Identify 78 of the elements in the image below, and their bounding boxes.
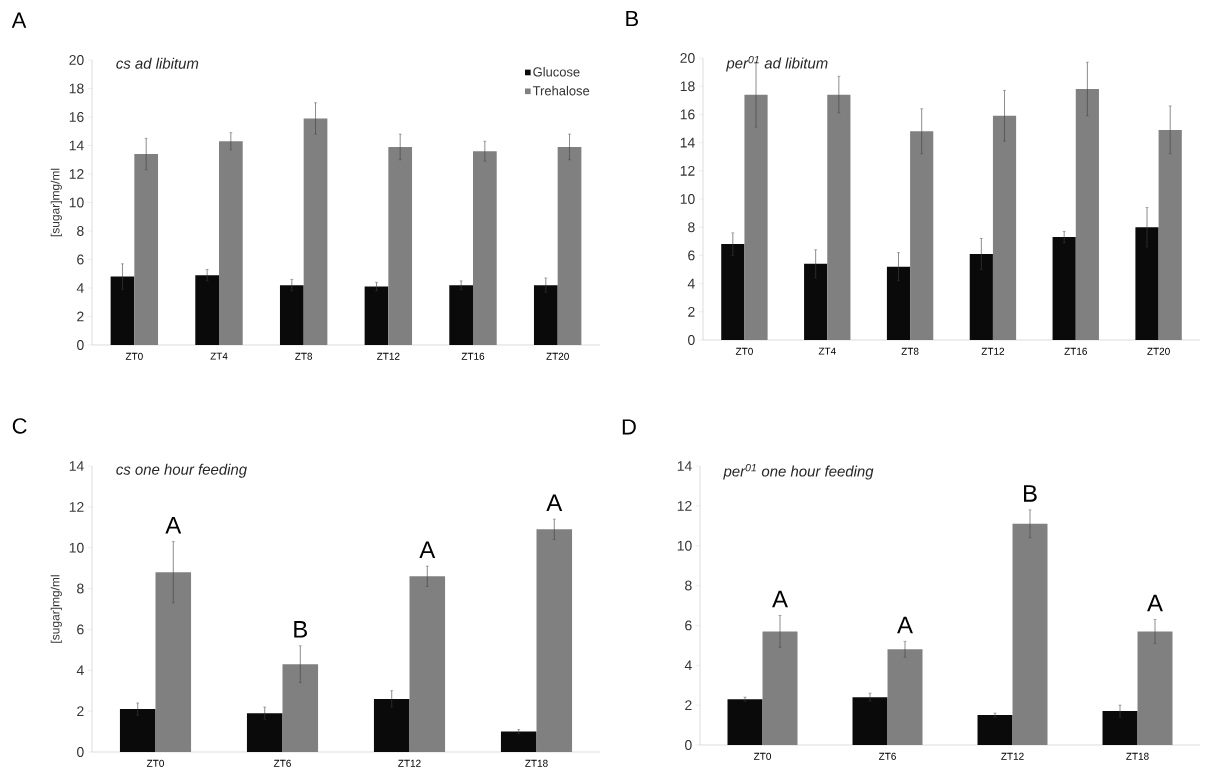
y-tick-label: 2 <box>77 311 84 322</box>
chart-title: C <box>12 418 27 434</box>
y-tick-label: 0 <box>688 335 695 345</box>
x-tick-label: ZT18 <box>1126 752 1149 760</box>
x-tick-label: ZT20 <box>1147 347 1170 355</box>
x-tick-label: ZT12 <box>1001 752 1024 760</box>
y-tick-label: 6 <box>77 254 84 265</box>
y-axis-title: [sugar]mg/ml <box>50 575 62 643</box>
y-tick-label: 4 <box>684 660 692 671</box>
y-tick-label: 14 <box>680 137 695 148</box>
x-tick-label: ZT12 <box>981 347 1005 355</box>
x-tick-label: ZT0 <box>125 352 143 360</box>
chart-title: B <box>626 10 638 27</box>
y-tick-label: 8 <box>688 222 695 233</box>
y-tick-label: 12 <box>69 169 84 179</box>
chart-title: A <box>11 12 27 28</box>
y-tick-label: 14 <box>677 461 692 471</box>
y-tick-label: 14 <box>69 461 84 471</box>
y-tick-label: 2 <box>685 700 692 711</box>
y-tick-label: 6 <box>685 620 692 631</box>
y-tick-label: 18 <box>680 81 695 92</box>
x-tick-label: ZT8 <box>901 347 919 355</box>
y-tick-label: 20 <box>680 53 695 63</box>
y-tick-label: 10 <box>680 194 695 204</box>
annotation: A <box>419 541 436 558</box>
y-tick-label: 12 <box>677 500 692 511</box>
annotation: A <box>772 590 788 608</box>
y-tick-label: 12 <box>69 501 84 512</box>
y-tick-label: 6 <box>688 250 695 261</box>
chart-subtitle: per$^{01}$ one hour feeding <box>723 463 874 480</box>
y-tick-label: 2 <box>688 306 695 317</box>
x-tick-label: ZT0 <box>146 759 164 767</box>
y-tick-label: 14 <box>69 140 84 151</box>
chart-title: D <box>622 419 636 435</box>
y-tick-label: 16 <box>69 112 84 122</box>
y-tick-label: 4 <box>76 283 84 293</box>
y-axis-title: [sugar]mg/ml <box>50 168 62 237</box>
annotation: A <box>1147 594 1163 612</box>
y-tick-label: 10 <box>69 542 84 553</box>
x-tick-label: ZT16 <box>1064 347 1087 355</box>
x-tick-label: ZT6 <box>273 759 291 767</box>
y-tick-label: 0 <box>77 747 84 757</box>
annotation: A <box>546 494 563 511</box>
x-tick-label: ZT4 <box>818 347 836 355</box>
y-tick-label: 8 <box>77 226 84 236</box>
annotation: B <box>294 621 307 638</box>
y-tick-label: 12 <box>680 165 695 176</box>
y-tick-label: 2 <box>77 706 84 717</box>
y-tick-label: 4 <box>76 665 84 676</box>
legend-label: Trehalose <box>532 85 590 96</box>
x-tick-label: ZT8 <box>295 352 313 360</box>
y-tick-label: 20 <box>69 55 84 65</box>
y-tick-label: 8 <box>77 583 84 594</box>
chart-subtitle: cs one hour feeding <box>116 463 247 478</box>
x-tick-label: ZT0 <box>753 752 771 760</box>
y-tick-label: 0 <box>77 340 84 350</box>
y-tick-label: 16 <box>680 109 695 120</box>
y-tick-label: 4 <box>687 278 695 289</box>
x-tick-label: ZT0 <box>735 347 753 355</box>
x-tick-label: ZT4 <box>210 352 228 360</box>
x-tick-label: ZT6 <box>878 752 896 760</box>
x-tick-label: ZT12 <box>398 759 421 767</box>
annotation: B <box>1024 485 1037 502</box>
x-tick-label: ZT12 <box>377 352 400 360</box>
x-tick-label: ZT18 <box>525 759 548 767</box>
chart-subtitle: cs ad libitum <box>116 57 199 69</box>
chart-subtitle: per$^{01}$ ad libitum <box>726 55 828 72</box>
y-tick-label: 6 <box>77 624 84 635</box>
y-tick-label: 10 <box>69 197 84 208</box>
x-tick-label: ZT20 <box>546 352 569 360</box>
y-tick-label: 0 <box>685 740 692 750</box>
annotation: A <box>165 516 182 534</box>
legend-label: Glucose <box>533 67 580 77</box>
y-tick-label: 8 <box>685 580 692 591</box>
annotation: A <box>897 616 913 634</box>
y-tick-label: 18 <box>69 83 84 94</box>
y-tick-label: 10 <box>677 540 692 551</box>
x-tick-label: ZT16 <box>461 352 485 360</box>
